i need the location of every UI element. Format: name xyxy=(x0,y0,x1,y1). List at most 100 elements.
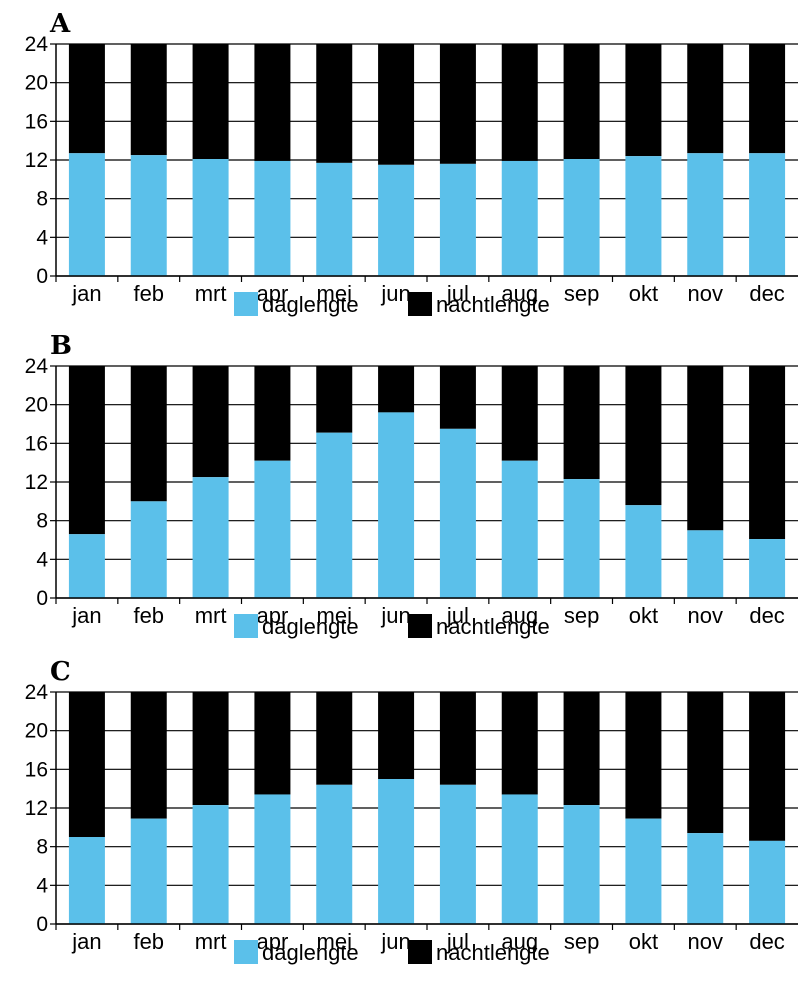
x-tick-label: feb xyxy=(133,929,164,954)
chart-panel-b: B 0 4 8 12 16 20 24 jan feb mrt apr mei jun jul aug sep o… xyxy=(25,331,798,639)
y-tick-label: 20 xyxy=(25,72,48,95)
bar-nachtlengte-jul xyxy=(439,692,476,785)
bar-nachtlengte-apr xyxy=(254,366,291,461)
bar-daglengte-jun xyxy=(378,779,415,924)
x-tick-label: sep xyxy=(564,603,599,628)
bar-nachtlengte-mrt xyxy=(192,366,229,478)
legend-swatch-nachtlengte xyxy=(408,292,432,316)
bar-daglengte-mrt xyxy=(192,159,229,276)
bar-nachtlengte-dec xyxy=(749,692,786,841)
bar-nachtlengte-feb xyxy=(130,44,167,156)
x-tick-label: mrt xyxy=(195,281,227,306)
bar-nachtlengte-mei xyxy=(316,692,353,785)
legend-label-daglengte: daglengte xyxy=(262,292,359,317)
chart-panel-a: A 0 4 8 12 16 20 24 jan feb mrt apr mei jun jul aug sep o… xyxy=(25,9,798,317)
x-tick-label: jul xyxy=(446,603,469,628)
bar-daglengte-feb xyxy=(130,818,167,924)
bar-nachtlengte-apr xyxy=(254,44,291,161)
bar-daglengte-dec xyxy=(749,539,786,598)
x-tick-label: jul xyxy=(446,929,469,954)
x-tick-label: jul xyxy=(446,281,469,306)
y-tick-label: 4 xyxy=(36,548,48,571)
bar-daglengte-apr xyxy=(254,160,291,276)
x-tick-label: mei xyxy=(317,929,352,954)
x-tick-label: feb xyxy=(133,603,164,628)
x-tick-label: dec xyxy=(749,603,784,628)
x-tick-label: jun xyxy=(380,603,410,628)
bar-daglengte-jul xyxy=(439,784,476,924)
bar-daglengte-aug xyxy=(501,160,538,276)
y-tick-label: 16 xyxy=(25,758,48,781)
bar-nachtlengte-apr xyxy=(254,692,291,795)
legend-label-daglengte: daglengte xyxy=(262,940,359,965)
y-tick-label: 8 xyxy=(36,510,48,533)
bar-nachtlengte-jun xyxy=(378,692,415,779)
x-tick-label: dec xyxy=(749,281,784,306)
x-tick-label: mei xyxy=(317,603,352,628)
bar-nachtlengte-mei xyxy=(316,366,353,433)
bar-nachtlengte-mrt xyxy=(192,44,229,160)
bar-daglengte-mei xyxy=(316,784,353,924)
legend-label-nachtlengte: nachtlengte xyxy=(436,292,550,317)
bar-daglengte-jun xyxy=(378,412,415,598)
bar-nachtlengte-sep xyxy=(563,44,600,160)
y-tick-label: 8 xyxy=(36,188,48,211)
x-tick-label: jun xyxy=(380,281,410,306)
bar-daglengte-jan xyxy=(68,534,105,598)
bar-daglengte-feb xyxy=(130,501,167,598)
x-tick-label: mei xyxy=(317,281,352,306)
bar-nachtlengte-mei xyxy=(316,44,353,163)
bar-daglengte-sep xyxy=(563,479,600,598)
legend-label-daglengte: daglengte xyxy=(262,614,359,639)
bar-nachtlengte-dec xyxy=(749,44,786,154)
bar-daglengte-jan xyxy=(68,153,105,276)
x-tick-label: nov xyxy=(688,603,723,628)
x-tick-label: sep xyxy=(564,281,599,306)
bar-daglengte-aug xyxy=(501,460,538,598)
x-tick-label: aug xyxy=(501,603,538,628)
bar-nachtlengte-feb xyxy=(130,692,167,819)
legend-label-nachtlengte: nachtlengte xyxy=(436,614,550,639)
y-tick-label: 0 xyxy=(36,913,48,936)
bar-nachtlengte-mrt xyxy=(192,692,229,806)
bar-nachtlengte-okt xyxy=(625,366,662,506)
y-tick-label: 16 xyxy=(25,110,48,133)
bar-nachtlengte-okt xyxy=(625,44,662,157)
bar-daglengte-okt xyxy=(625,505,662,598)
x-tick-label: nov xyxy=(688,281,723,306)
x-tick-label: aug xyxy=(501,929,538,954)
panel-label: B xyxy=(50,331,72,361)
bar-nachtlengte-jul xyxy=(439,44,476,164)
bar-daglengte-nov xyxy=(687,833,724,924)
x-tick-label: apr xyxy=(257,603,289,628)
legend: daglengte nachtlengte xyxy=(234,292,550,317)
bar-nachtlengte-aug xyxy=(501,366,538,461)
y-tick-label: 8 xyxy=(36,836,48,859)
bar-nachtlengte-aug xyxy=(501,692,538,795)
chart-panel-c: C 0 4 8 12 16 20 24 jan feb mrt apr mei jun jul aug sep o… xyxy=(25,657,798,965)
bar-nachtlengte-nov xyxy=(687,692,724,834)
legend-swatch-daglengte xyxy=(234,292,258,316)
bar-daglengte-okt xyxy=(625,818,662,924)
bar-daglengte-jan xyxy=(68,837,105,924)
y-tick-label: 24 xyxy=(25,681,49,704)
x-tick-label: okt xyxy=(629,603,658,628)
y-tick-label: 12 xyxy=(25,471,48,494)
legend-swatch-nachtlengte xyxy=(408,614,432,638)
x-tick-label: jan xyxy=(71,603,101,628)
bar-nachtlengte-jun xyxy=(378,44,415,165)
bar-nachtlengte-jan xyxy=(68,692,105,837)
bar-daglengte-apr xyxy=(254,794,291,924)
bar-nachtlengte-feb xyxy=(130,366,167,502)
bar-nachtlengte-okt xyxy=(625,692,662,819)
bar-nachtlengte-jun xyxy=(378,366,415,413)
bar-nachtlengte-sep xyxy=(563,366,600,480)
x-tick-label: nov xyxy=(688,929,723,954)
y-tick-label: 4 xyxy=(36,874,48,897)
bar-nachtlengte-nov xyxy=(687,366,724,531)
bar-daglengte-jul xyxy=(439,428,476,598)
bar-daglengte-apr xyxy=(254,460,291,598)
x-tick-label: jun xyxy=(380,929,410,954)
x-tick-label: feb xyxy=(133,281,164,306)
